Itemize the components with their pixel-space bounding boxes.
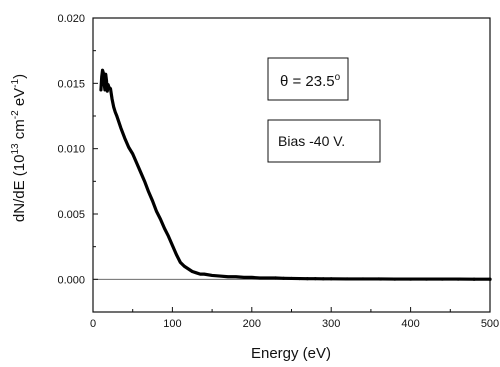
data-point	[127, 146, 130, 149]
data-point	[159, 218, 162, 221]
data-point	[409, 277, 413, 281]
data-point	[155, 210, 158, 213]
data-point	[250, 276, 253, 279]
data-point	[143, 180, 146, 183]
data-point	[112, 105, 115, 109]
data-point	[106, 89, 109, 93]
data-point	[104, 72, 107, 76]
data-point	[139, 170, 142, 174]
annotation-bias: Bias -40 V.	[278, 133, 345, 149]
data-point	[313, 277, 317, 281]
data-point	[179, 261, 182, 264]
y-tick-label: 0.020	[57, 13, 85, 25]
x-axis-title: Energy (eV)	[251, 345, 331, 362]
x-tick-label: 500	[481, 318, 499, 330]
data-point	[119, 126, 122, 129]
x-tick-label: 400	[401, 318, 419, 330]
data-point	[135, 161, 138, 165]
y-tick-label: 0.000	[57, 274, 85, 286]
y-tick-label: 0.010	[57, 144, 85, 156]
data-point	[289, 276, 294, 281]
data-point	[105, 79, 108, 82]
data-point	[101, 69, 104, 72]
data-point	[393, 277, 397, 281]
data-point	[234, 275, 238, 278]
data-point	[191, 270, 194, 273]
data-point	[456, 277, 460, 281]
annotation-theta-sup: o	[335, 72, 341, 83]
x-tick-label: 300	[322, 318, 340, 330]
annotation-theta: θ = 23.5o	[280, 72, 341, 90]
data-point	[102, 82, 106, 85]
data-point	[100, 75, 103, 79]
data-point	[175, 253, 178, 256]
data-point	[110, 97, 114, 101]
data-point	[183, 265, 186, 268]
data-point	[321, 277, 325, 281]
data-point	[103, 88, 107, 92]
data-point	[440, 277, 444, 281]
data-point	[258, 276, 261, 280]
data-point	[377, 277, 381, 281]
data-point	[274, 276, 278, 280]
y-tick-label: 0.005	[57, 209, 85, 221]
data-point	[210, 274, 214, 277]
data-point	[167, 235, 170, 238]
data-point	[361, 277, 365, 281]
y-tick-label: 0.015	[57, 78, 85, 90]
x-tick-label: 0	[90, 318, 96, 330]
data-point	[171, 244, 174, 247]
data-point	[345, 277, 349, 281]
data-point	[123, 137, 126, 140]
data-point	[424, 277, 429, 281]
data-point	[107, 86, 111, 89]
data-point	[266, 276, 269, 280]
data-point	[472, 277, 476, 281]
data-point	[202, 272, 206, 276]
annotation-bias-box: Bias -40 V.	[267, 119, 381, 163]
x-tick-label: 200	[243, 318, 261, 330]
data-point	[115, 114, 119, 118]
data-point	[488, 277, 492, 281]
data-point	[187, 267, 190, 271]
data-point	[305, 277, 309, 281]
data-point	[195, 271, 198, 274]
data-point	[198, 272, 202, 276]
y-axis-title: dN/dE (1013 cm-2 eV-1)	[10, 74, 28, 222]
data-point	[281, 276, 286, 280]
data-point	[99, 88, 103, 92]
data-point	[297, 276, 302, 281]
ticks-layer: 0 100 200 300 400 500 0.000 0.005 0.010 0.015 0.02…	[57, 13, 499, 330]
data-point	[218, 274, 222, 278]
series-line	[99, 68, 492, 281]
data-point	[329, 277, 333, 281]
data-point	[147, 190, 150, 193]
data-point	[109, 87, 112, 90]
data-point	[131, 152, 134, 156]
annotation-theta-box: θ = 23.5o	[267, 57, 349, 101]
x-tick-label: 100	[163, 318, 181, 330]
annotation-theta-text: θ = 23.5	[280, 73, 335, 90]
data-point	[163, 227, 166, 230]
data-point	[102, 71, 105, 75]
data-point	[114, 110, 117, 114]
data-point	[106, 83, 110, 86]
data-point	[226, 275, 230, 278]
data-point	[242, 276, 246, 279]
series-layer	[99, 68, 492, 281]
data-point	[151, 199, 154, 203]
